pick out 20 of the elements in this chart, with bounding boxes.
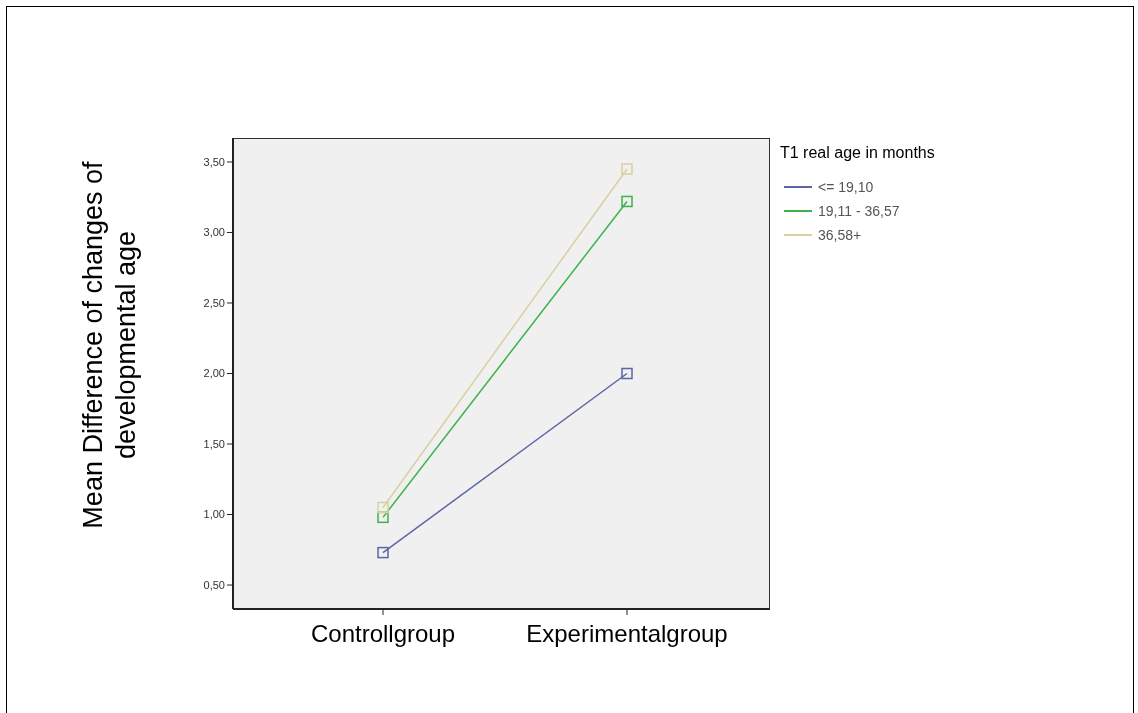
point	[377, 501, 389, 514]
y-tick-label: 2,00	[203, 367, 225, 380]
y-axis-title: Mean Difference of changes of developmental age	[77, 160, 142, 531]
point	[621, 163, 633, 175]
legend-title: T1 real age in months	[780, 143, 936, 163]
legend-label: <= 19,10	[818, 179, 874, 195]
point	[377, 511, 389, 524]
y-tick-label: 1,50	[203, 437, 225, 450]
y-tick-label: 3,50	[203, 155, 225, 168]
y-tick-label: 2,50	[203, 296, 225, 309]
legend-label: 19,11 - 36,57	[818, 203, 900, 219]
point	[377, 546, 389, 559]
point	[621, 367, 633, 380]
y-tick-label: 1,00	[203, 508, 225, 521]
y-tick-label: 0,50	[203, 578, 225, 591]
x-tick-label: Experimentalgroup	[526, 620, 728, 648]
point	[621, 195, 633, 208]
y-tick-label: 3,00	[203, 226, 225, 239]
x-tick-label: Controllgroup	[310, 620, 456, 648]
legend-label: 36,58+	[818, 227, 862, 243]
